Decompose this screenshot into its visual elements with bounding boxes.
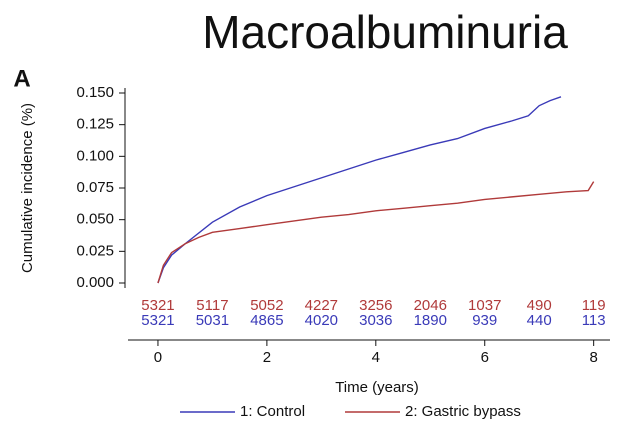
y-axis-label: Cumulative incidence (%) xyxy=(19,103,36,273)
x-tick-label: 8 xyxy=(589,349,597,366)
x-tick-label: 0 xyxy=(154,349,162,366)
at-risk-count: 5117 xyxy=(196,297,228,314)
chart-title: Macroalbuminuria xyxy=(202,6,568,58)
at-risk-count: 5321 xyxy=(141,312,174,329)
at-risk-count: 3036 xyxy=(359,312,392,329)
y-tick-label: 0.125 xyxy=(76,116,114,133)
y-tick-label: 0.050 xyxy=(76,211,114,228)
x-axis-label: Time (years) xyxy=(335,379,419,396)
at-risk-count: 5031 xyxy=(196,312,229,329)
at-risk-count: 939 xyxy=(472,312,497,329)
legend-label: 2: Gastric bypass xyxy=(405,403,521,420)
at-risk-count: 2046 xyxy=(414,297,447,314)
x-tick-label: 2 xyxy=(263,349,271,366)
at-risk-count: 4020 xyxy=(305,312,338,329)
at-risk-count: 3256 xyxy=(359,297,392,314)
at-risk-count: 5321 xyxy=(141,297,174,314)
x-tick-label: 4 xyxy=(372,349,380,366)
x-tick-label: 6 xyxy=(481,349,489,366)
at-risk-count: 119 xyxy=(582,297,606,314)
at-risk-count: 1890 xyxy=(414,312,447,329)
y-tick-label: 0.150 xyxy=(76,84,114,101)
y-tick-label: 0.025 xyxy=(76,242,114,259)
y-tick-label: 0.075 xyxy=(76,179,114,196)
legend-label: 1: Control xyxy=(240,403,305,420)
at-risk-count: 1037 xyxy=(468,297,501,314)
at-risk-count: 490 xyxy=(527,297,552,314)
at-risk-count: 4865 xyxy=(250,312,283,329)
line xyxy=(157,181,595,284)
at-risk-count: 4227 xyxy=(305,297,338,314)
y-tick-label: 0.100 xyxy=(76,147,114,164)
at-risk-count: 440 xyxy=(527,312,552,329)
at-risk-count: 5052 xyxy=(250,297,283,314)
panel-label: A xyxy=(13,65,30,92)
at-risk-count: 113 xyxy=(582,312,606,329)
y-tick-label: 0.000 xyxy=(76,274,114,291)
line xyxy=(157,96,562,284)
